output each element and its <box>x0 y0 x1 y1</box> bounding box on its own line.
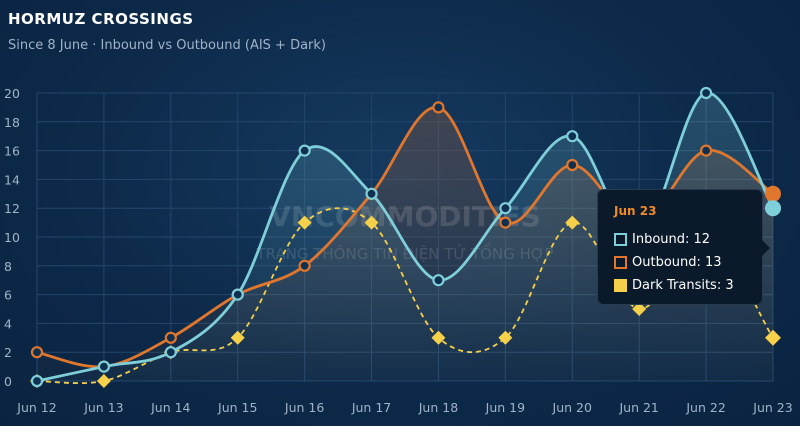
x-tick-label-5: Jun 17 <box>351 400 391 415</box>
x-tick-label-8: Jun 20 <box>552 400 592 415</box>
chart-title: HORMUZ CROSSINGS <box>8 10 194 28</box>
x-tick-label-11: Jun 23 <box>752 400 792 415</box>
x-tick-label-6: Jun 18 <box>418 400 458 415</box>
outbound-point-4 <box>298 259 311 272</box>
y-tick-label-20: 20 <box>4 86 20 101</box>
inbound-point-7 <box>499 202 512 215</box>
x-tick-label-2: Jun 14 <box>150 400 190 415</box>
y-tick-label-18: 18 <box>4 115 20 130</box>
y-tick-label-4: 4 <box>4 316 12 331</box>
tooltip: Jun 23 Inbound: 12 Outbound: 13 Dark Tra… <box>597 189 770 305</box>
dark-swatch <box>614 279 627 292</box>
dark-transits-point-3 <box>230 330 245 345</box>
x-tick-label-3: Jun 15 <box>217 400 257 415</box>
dark-transits-point-5 <box>364 215 379 230</box>
outbound-point-10 <box>699 144 713 157</box>
chart-subtitle: Since 8 June · Inbound vs Outbound (AIS … <box>8 38 326 53</box>
outbound-point-8 <box>566 158 579 172</box>
inbound-point-1 <box>97 360 111 373</box>
dark-transits-point-4 <box>297 215 312 230</box>
y-tick-label-6: 6 <box>4 288 12 303</box>
x-tick-label-0: Jun 12 <box>16 400 56 415</box>
tooltip-inbound-label: Inbound: 12 <box>632 232 711 247</box>
y-tick-label-16: 16 <box>4 144 20 159</box>
outbound-point-2 <box>164 331 177 344</box>
tooltip-dark-label: Dark Transits: 3 <box>632 278 734 293</box>
tooltip-row-outbound: Outbound: 13 <box>614 251 748 274</box>
y-tick-label-12: 12 <box>4 201 20 216</box>
y-tick-label-10: 10 <box>4 230 20 245</box>
inbound-point-4 <box>298 144 311 157</box>
x-tick-label-10: Jun 22 <box>685 400 725 415</box>
x-tick-label-9: Jun 21 <box>618 400 658 415</box>
y-tick-label-0: 0 <box>4 374 12 389</box>
tooltip-row-dark: Dark Transits: 3 <box>614 274 748 297</box>
x-tick-label-4: Jun 16 <box>284 400 324 415</box>
x-tick-label-1: Jun 13 <box>83 400 123 415</box>
dark-transits-point-11 <box>765 329 781 346</box>
tooltip-outbound-label: Outbound: 13 <box>632 255 722 270</box>
inbound-area <box>37 92 773 381</box>
inbound-point-5 <box>365 187 378 200</box>
inbound-point-10 <box>699 86 713 100</box>
inbound-swatch <box>614 233 627 246</box>
dark-transits-point-9 <box>632 302 647 316</box>
outbound-point-7 <box>499 216 512 229</box>
outbound-point-0 <box>30 346 44 359</box>
inbound-point-11 <box>765 200 781 217</box>
tooltip-date: Jun 23 <box>614 204 657 218</box>
dark-transits-point-7 <box>498 330 513 345</box>
y-tick-label-2: 2 <box>4 345 12 360</box>
dark-transits-point-8 <box>565 215 580 230</box>
dark-transits-point-1 <box>96 374 111 388</box>
inbound-point-0 <box>30 374 44 388</box>
outbound-point-11 <box>765 185 781 202</box>
inbound-point-2 <box>164 346 177 359</box>
y-tick-label-8: 8 <box>4 259 12 274</box>
y-tick-label-14: 14 <box>4 172 20 187</box>
outbound-point-6 <box>432 101 445 114</box>
x-tick-label-7: Jun 19 <box>485 400 525 415</box>
inbound-point-3 <box>231 288 244 301</box>
tooltip-row-inbound: Inbound: 12 <box>614 228 748 251</box>
dark-transits-point-6 <box>431 330 446 345</box>
inbound-point-6 <box>432 274 445 287</box>
outbound-swatch <box>614 256 627 269</box>
inbound-point-8 <box>566 130 579 143</box>
